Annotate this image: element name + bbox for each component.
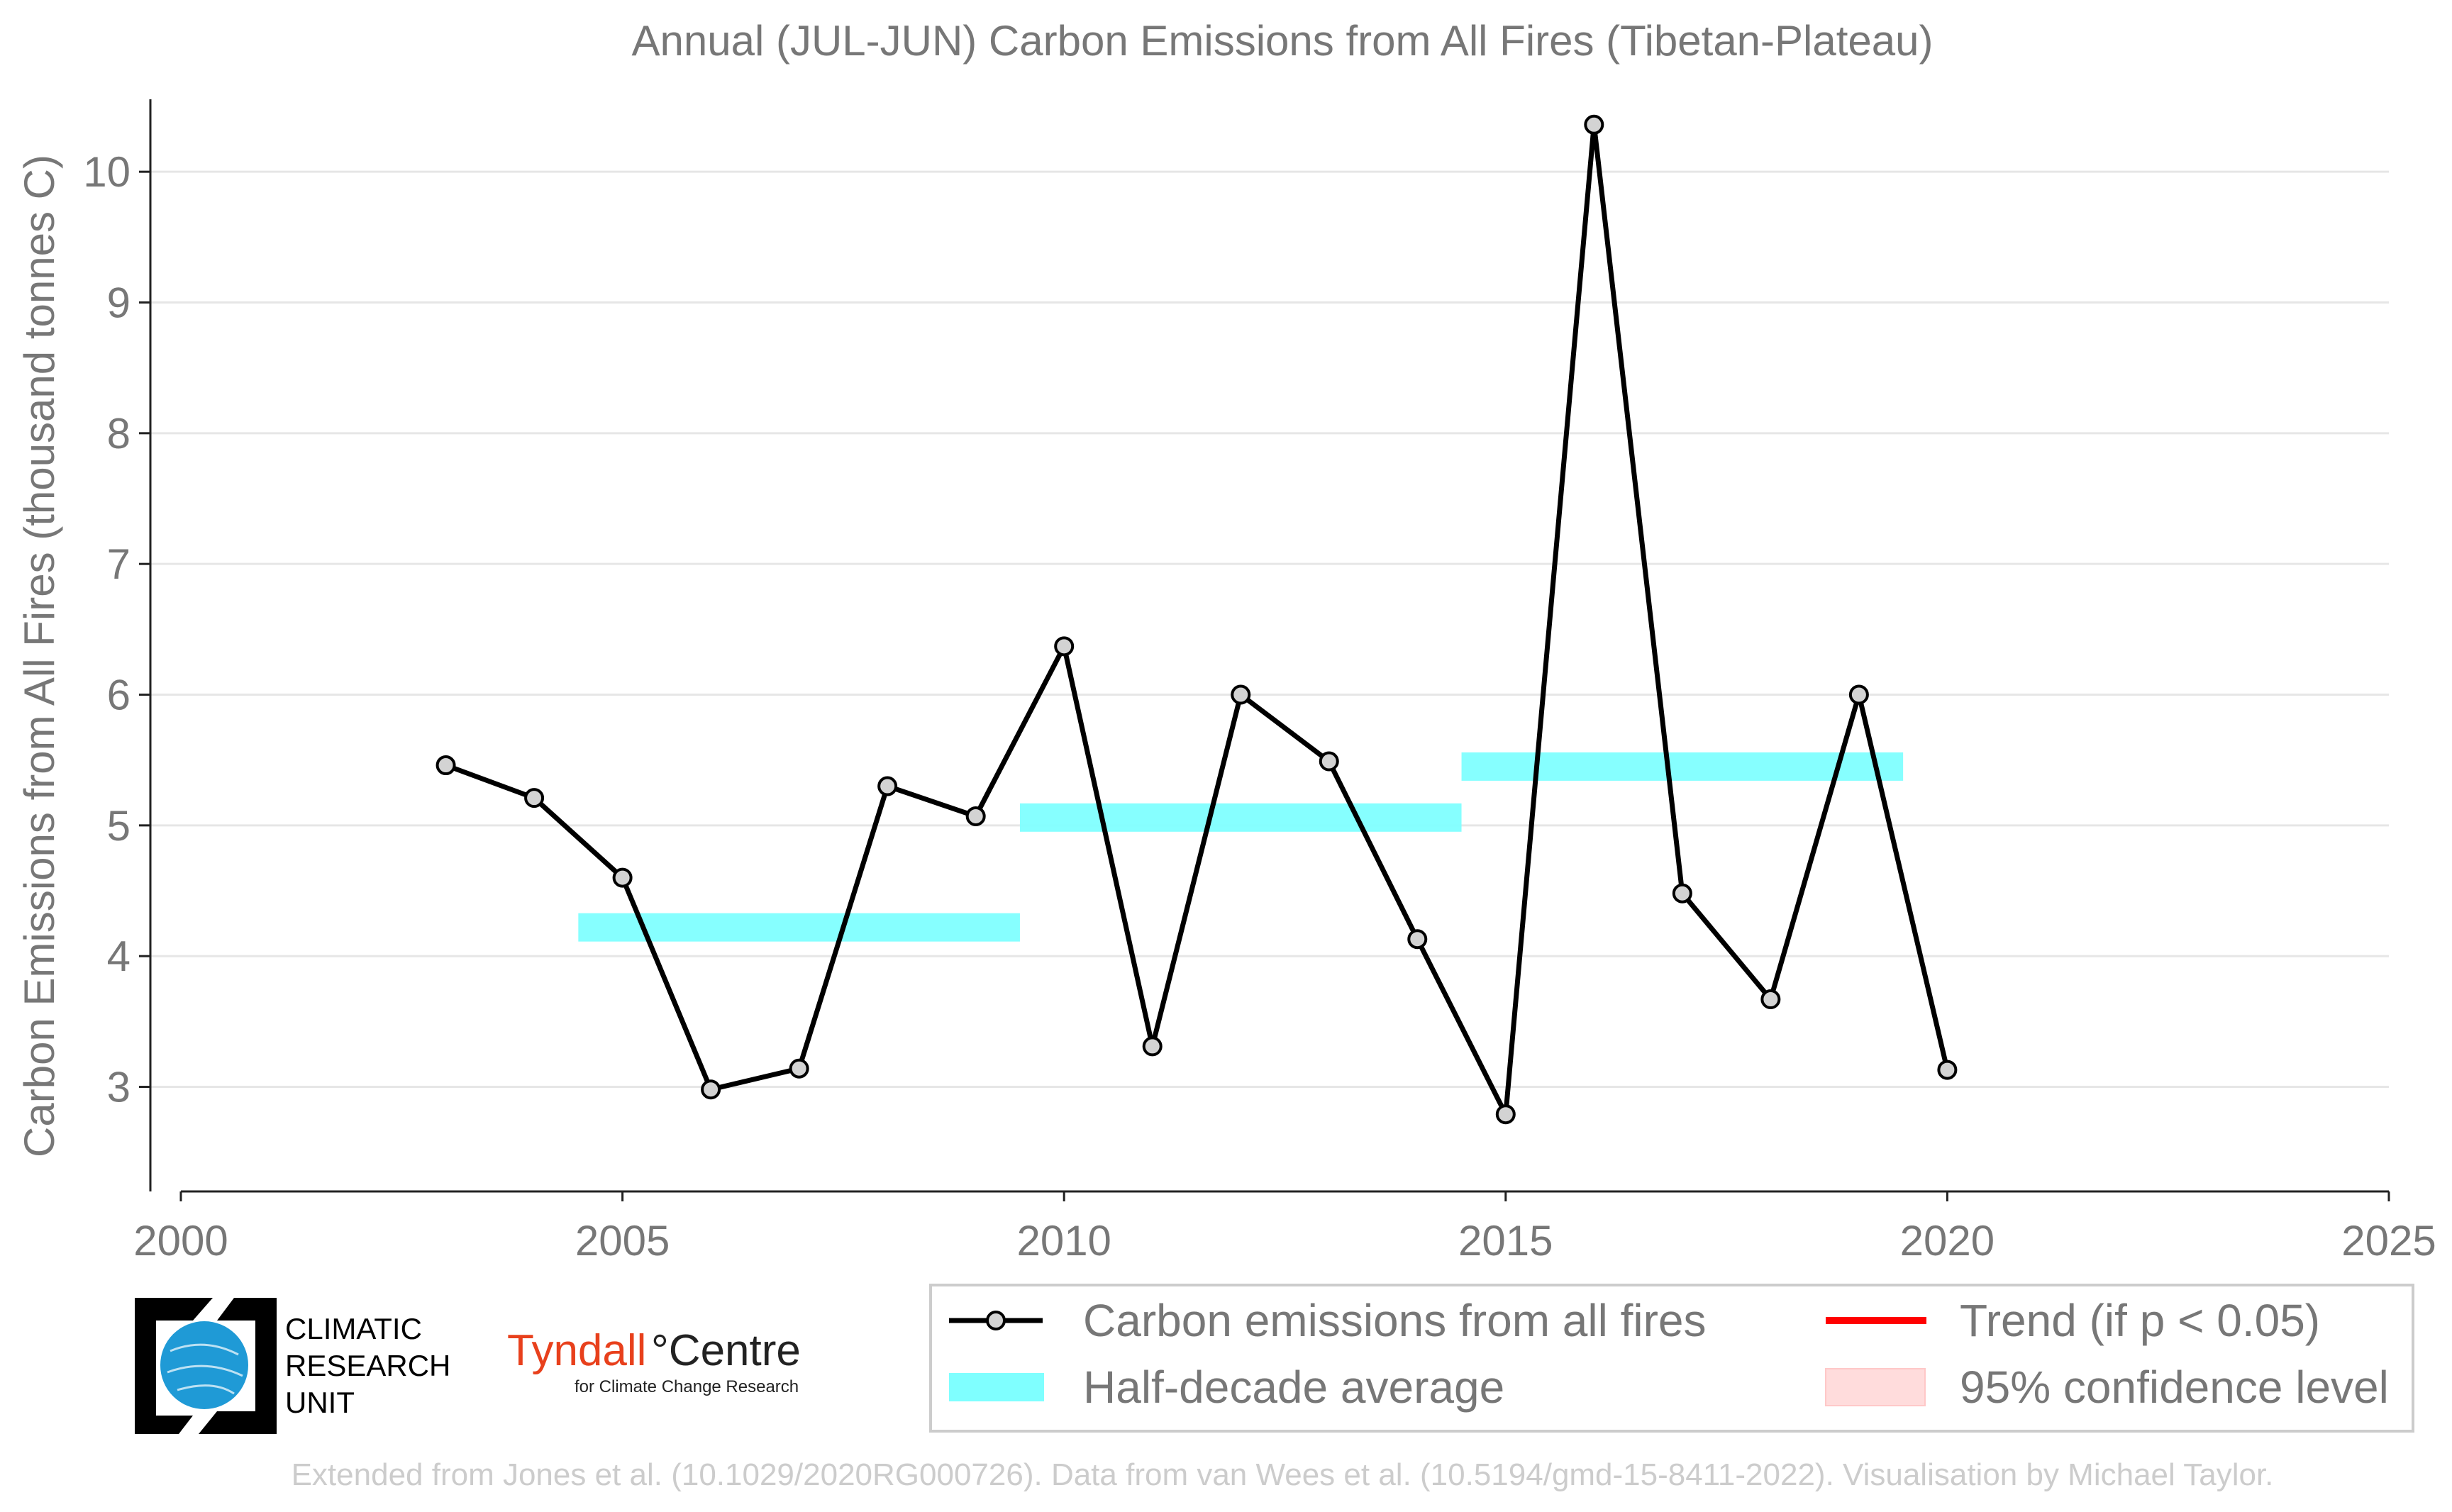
series-line: [445, 122, 1950, 1117]
cru-logo-frame: [135, 1298, 213, 1434]
data-point: [1937, 1060, 1958, 1080]
series-layer: [436, 114, 1958, 1125]
data-point: [1319, 751, 1339, 772]
y-tick-label: 3: [107, 1064, 131, 1111]
credit-text: Extended from Jones et al. (10.1029/2020…: [292, 1457, 2274, 1492]
x-tick-label: 2020: [1900, 1217, 1995, 1264]
data-point: [612, 867, 633, 888]
y-tick-label: 4: [107, 933, 131, 980]
data-point: [1848, 684, 1869, 705]
legend-label-emissions: Carbon emissions from all fires: [1083, 1295, 1707, 1346]
x-tick-label: 2015: [1458, 1217, 1553, 1264]
legend-confidence-icon: [1825, 1368, 1926, 1406]
x-tick-label: 2000: [133, 1217, 228, 1264]
data-point: [965, 806, 986, 826]
legend-label-confidence: 95% confidence level: [1960, 1362, 2389, 1413]
y-tick-label: 8: [107, 410, 131, 457]
tyndall-logo-sub: for Climate Change Research: [575, 1377, 799, 1396]
x-tick-label: 2010: [1016, 1217, 1111, 1264]
tyndall-logo-main: Tyndall: [507, 1326, 646, 1375]
legend-band-icon: [949, 1373, 1044, 1401]
cru-logo-line2: RESEARCH: [285, 1349, 450, 1382]
y-tick-label: 9: [107, 279, 131, 327]
data-point: [701, 1079, 721, 1100]
legend-label-trend: Trend (if p < 0.05): [1960, 1295, 2320, 1346]
data-point: [1495, 1104, 1516, 1125]
legend-box: [929, 1284, 2414, 1433]
y-tick-label: 7: [107, 540, 131, 588]
cru-logo-frame-right: [199, 1298, 277, 1434]
data-point: [1407, 929, 1428, 950]
data-point: [524, 788, 545, 808]
y-axis-label: Carbon Emissions from All Fires (thousan…: [16, 155, 63, 1157]
data-point: [1231, 684, 1251, 705]
data-point: [436, 755, 456, 776]
half-decade-average-bars: [578, 752, 1904, 942]
legend: Carbon emissions from all fires Trend (i…: [929, 1284, 2414, 1433]
cru-logo-line3: UNIT: [285, 1386, 355, 1419]
tyndall-logo-centre: °Centre: [651, 1326, 801, 1375]
data-point: [1142, 1036, 1163, 1057]
data-point: [1672, 883, 1692, 904]
tyndall-logo: Tyndall °Centre for Climate Change Resea…: [507, 1326, 801, 1396]
y-tick-label: 5: [107, 802, 131, 850]
x-tick-label: 2025: [2341, 1217, 2436, 1264]
data-point: [1584, 114, 1604, 135]
cru-logo: CLIMATIC RESEARCH UNIT: [135, 1298, 450, 1434]
half-decade-average-bar: [578, 913, 1020, 942]
chart-title: Annual (JUL-JUN) Carbon Emissions from A…: [631, 17, 1933, 65]
data-point: [877, 776, 898, 796]
data-point: [1760, 989, 1781, 1010]
half-decade-average-bar: [1019, 803, 1462, 832]
legend-marker-icon: [986, 1311, 1006, 1330]
legend-label-average: Half-decade average: [1083, 1362, 1504, 1413]
axes: 3 4 5 6 7 8 9 10 2000 2005 2010 2015 2020 2025: [83, 99, 2436, 1264]
data-point: [1054, 636, 1075, 657]
cru-logo-line1: CLIMATIC: [285, 1312, 422, 1345]
y-tick-label: 6: [107, 672, 131, 719]
data-point: [789, 1058, 809, 1079]
y-tick-label: 10: [83, 148, 131, 196]
x-tick-label: 2005: [575, 1217, 670, 1264]
